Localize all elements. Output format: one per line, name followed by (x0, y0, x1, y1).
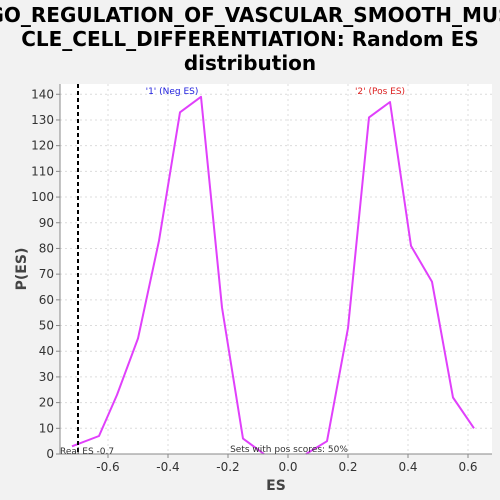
legend-label-1: '1' (Neg ES) (146, 87, 199, 97)
y-tick-label: 20 (39, 396, 54, 410)
plot-area (60, 84, 492, 454)
y-tick-label: 10 (39, 421, 54, 435)
y-tick-label: 80 (39, 241, 54, 255)
x-tick-label: 0.4 (398, 460, 417, 474)
y-tick-label: 130 (31, 113, 54, 127)
y-tick-label: 30 (39, 370, 54, 384)
pos-scores-annotation: Sets with pos scores: 50% (230, 445, 348, 455)
real-es-label: Real ES -0.7 (60, 447, 114, 457)
axes: 0 10 20 30 40 50 60 70 80 90 100 110 120 130 140 -0.6 -0… (31, 84, 492, 474)
y-tick-label: 60 (39, 293, 54, 307)
x-tick-label: 0.2 (338, 460, 357, 474)
y-tick-label: 110 (31, 164, 54, 178)
y-tick-label: 40 (39, 344, 54, 358)
chart-title-line: distribution (184, 51, 316, 75)
x-tick-label: -0.6 (96, 460, 119, 474)
y-axis-label: P(ES) (14, 248, 30, 291)
legend-label-2: '2' (Pos ES) (355, 87, 405, 97)
chart-title-line: CLE_CELL_DIFFERENTIATION: Random ES (21, 27, 479, 51)
y-tick-label: 120 (31, 139, 54, 153)
y-tick-label: 140 (31, 87, 54, 101)
x-tick-label: -0.2 (216, 460, 239, 474)
y-tick-label: 90 (39, 216, 54, 230)
x-tick-label: 0.0 (278, 460, 297, 474)
x-axis-label: ES (266, 478, 286, 494)
series-lines (71, 95, 475, 455)
y-tick-label: 100 (31, 190, 54, 204)
x-tick-label: 0.6 (458, 460, 477, 474)
chart-title: GO_REGULATION_OF_VASCULAR_SMOOTH_MUSCLE_… (0, 3, 500, 75)
x-tick-label: -0.4 (156, 460, 179, 474)
chart-labels: ES P(ES) '1' (Neg ES) '2' (Pos ES) Real ES -… (14, 87, 405, 494)
y-tick-label: 70 (39, 267, 54, 281)
y-tick-label: 50 (39, 319, 54, 333)
series-line-1 (71, 95, 265, 455)
series-line-2 (305, 101, 475, 455)
y-tick-label: 0 (46, 447, 54, 461)
chart-title-line: GO_REGULATION_OF_VASCULAR_SMOOTH_MUS (0, 3, 500, 27)
